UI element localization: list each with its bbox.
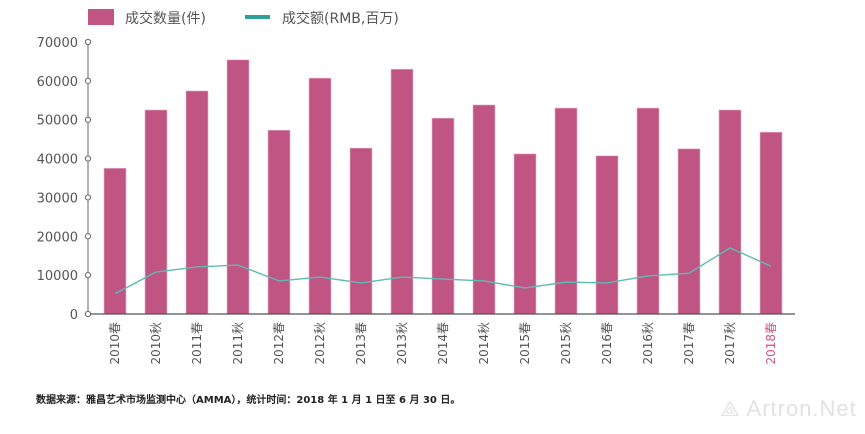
y-tick-marker [84, 77, 92, 84]
y-tick-marker [84, 310, 92, 318]
y-tick-marker [84, 116, 92, 123]
y-tick-marker [84, 38, 92, 46]
bar [226, 59, 250, 315]
legend-line-label: 成交额(RMB,百万) [282, 10, 399, 27]
y-tick-label: 40000 [37, 153, 78, 168]
x-tick-label: 2016春 [600, 322, 614, 365]
legend-bar-swatch [88, 9, 114, 25]
x-tick-label: 2017春 [682, 322, 696, 365]
y-tick-marker [84, 272, 92, 279]
x-tick-label: 2011春 [190, 322, 204, 365]
y-tick-label: 60000 [37, 75, 78, 90]
x-tick-label: 2010秋 [149, 322, 163, 365]
bar [759, 131, 783, 315]
x-tick-label: 2014春 [436, 322, 450, 365]
y-tick-label: 30000 [37, 191, 78, 206]
legend-line-swatch [245, 15, 270, 19]
x-tick-label: 2013秋 [395, 322, 409, 365]
y-tick-marker [84, 155, 92, 162]
bar [185, 90, 209, 315]
bar [677, 148, 701, 315]
x-tick-label: 2017秋 [723, 322, 737, 365]
bar [267, 129, 291, 315]
bar [144, 109, 168, 315]
y-tick-label: 50000 [37, 114, 78, 129]
x-tick-label: 2011秋 [231, 322, 245, 365]
x-tick-label: 2014秋 [477, 322, 491, 365]
bar [431, 117, 455, 315]
bar [636, 107, 660, 315]
amount-line [114, 247, 772, 295]
x-tick-label: 2012春 [272, 322, 286, 365]
x-tick-label: 2010春 [108, 322, 122, 365]
y-tick-label: 0 [70, 308, 78, 323]
y-tick-label: 10000 [37, 269, 78, 284]
x-tick-label: 2015秋 [559, 322, 573, 365]
y-tick-marker [84, 233, 92, 240]
x-tick-label: 2012秋 [313, 322, 327, 365]
y-tick-marker [84, 194, 92, 201]
legend-bar-label: 成交数量(件) [125, 10, 206, 27]
bar [103, 167, 127, 315]
bar [513, 153, 537, 315]
y-tick-label: 70000 [37, 36, 78, 51]
x-tick-label: 2018春 [764, 322, 778, 365]
x-tick-label: 2016秋 [641, 322, 655, 365]
y-tick-label: 20000 [37, 230, 78, 245]
bar [349, 147, 373, 315]
bar [718, 109, 742, 315]
source-note: 数据来源：雅昌艺术市场监测中心（AMMA），统计时间：2018 年 1 月 1 … [36, 395, 461, 406]
x-tick-label: 2015春 [518, 322, 532, 365]
bar [595, 155, 619, 315]
watermark-logo: ⟁ Artron.Net [720, 396, 857, 421]
x-tick-label: 2013春 [354, 322, 368, 365]
